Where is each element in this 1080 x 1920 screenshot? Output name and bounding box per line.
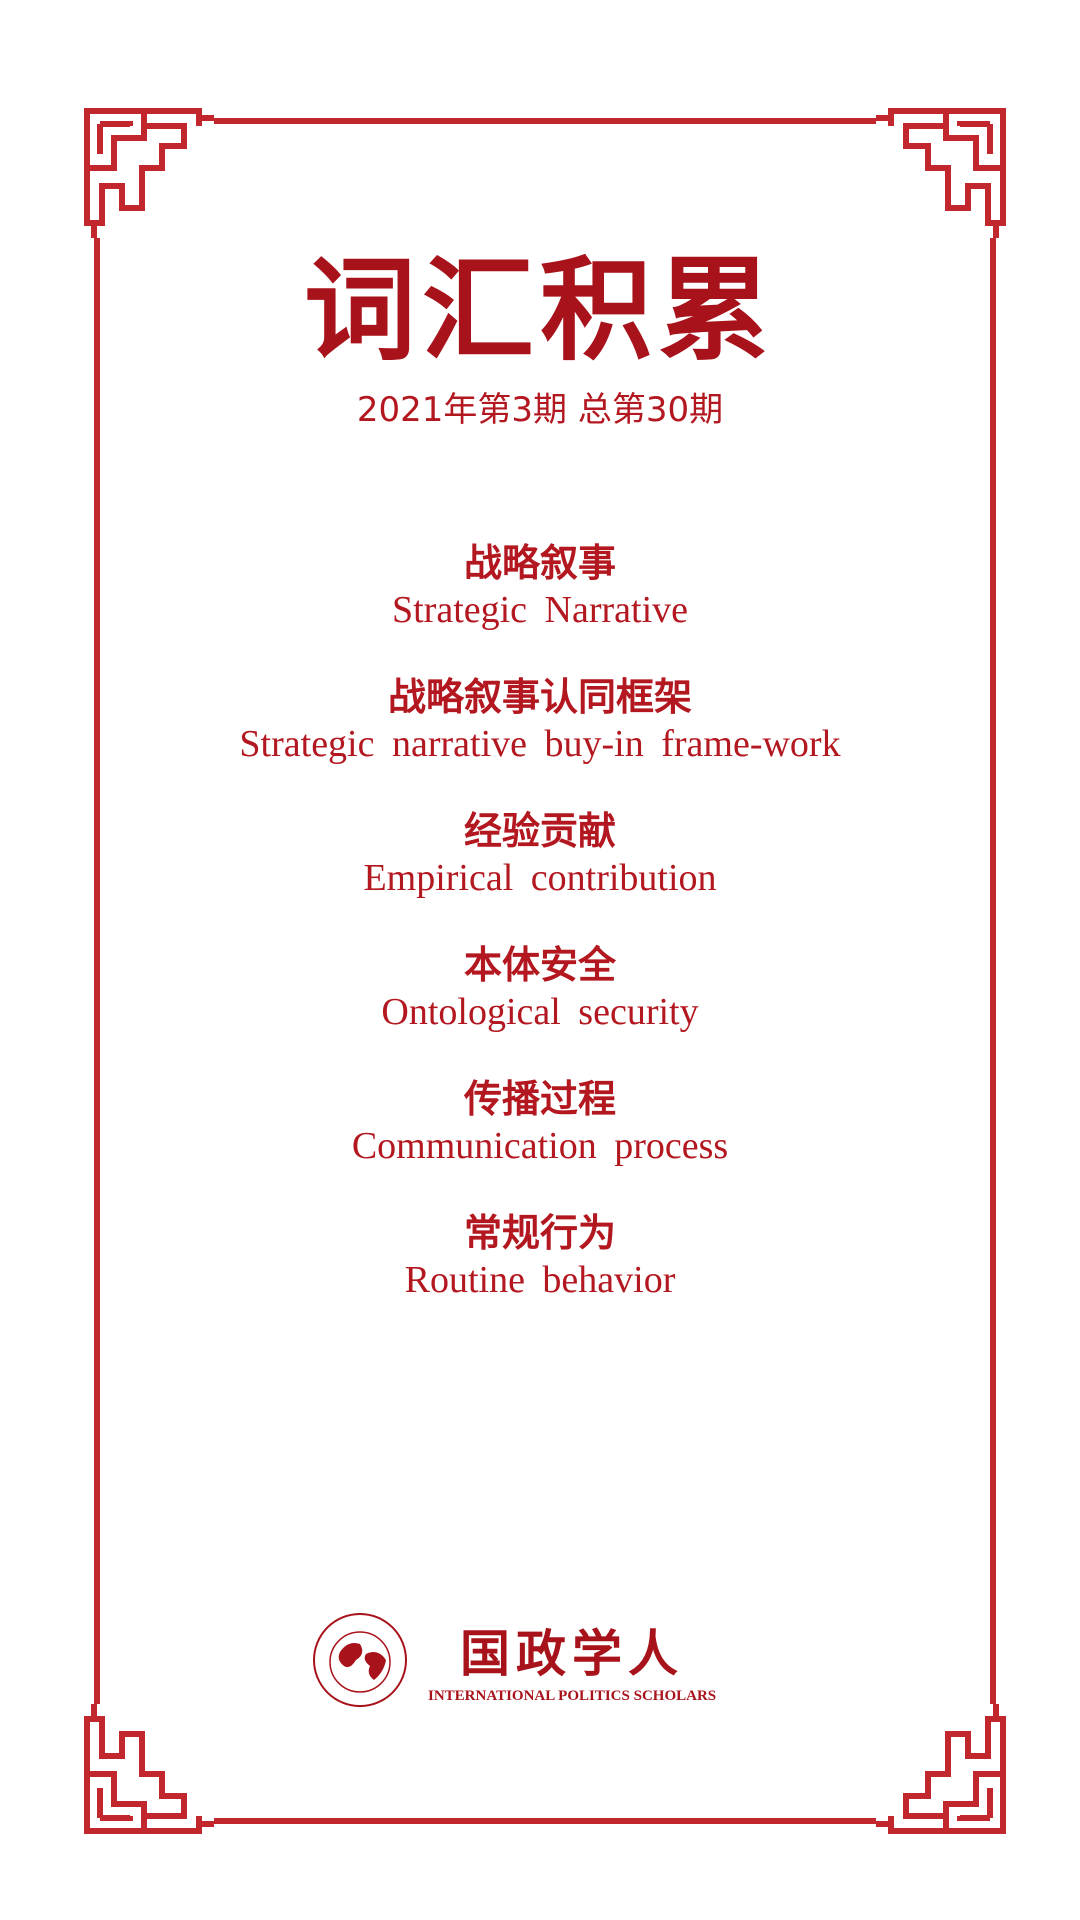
term-english: Empirical contribution — [363, 857, 717, 899]
corner-bottom-left — [87, 1704, 214, 1831]
term-english: Routine behavior — [404, 1259, 676, 1301]
term: 经验贡献 Empirical contribution — [190, 808, 890, 902]
term-english: Strategic narrative buy-in frame-work — [239, 723, 841, 765]
term: 本体安全 Ontological security — [190, 942, 890, 1036]
term-chinese: 战略叙事认同框架 — [387, 674, 692, 719]
logo-emblem — [313, 1613, 407, 1707]
term-english: Communication process — [351, 1125, 729, 1167]
term-chinese: 战略叙事 — [463, 540, 616, 585]
logo: 国政学人 INTERNATIONAL POLITICS SCHOLARS — [310, 1610, 770, 1720]
title: 词汇积累 — [304, 245, 776, 376]
term: 传播过程 Communication process — [190, 1076, 890, 1170]
term-chinese: 传播过程 — [463, 1076, 616, 1121]
term: 常规行为 Routine behavior — [190, 1210, 890, 1304]
term-chinese: 本体安全 — [463, 942, 616, 987]
border-lines — [94, 118, 996, 1824]
term-list: 战略叙事 Strategic Narrative 战略叙事认同框架 Strategic… — [190, 540, 890, 1344]
corner-top-right — [876, 111, 1003, 238]
logo-name: 国政学人 — [460, 1624, 684, 1683]
term-english: Ontological security — [381, 991, 699, 1033]
logo-subtitle: INTERNATIONAL POLITICS SCHOLARS — [428, 1688, 717, 1704]
term-chinese: 常规行为 — [463, 1210, 616, 1255]
corner-bottom-right — [876, 1704, 1003, 1831]
term: 战略叙事认同框架 Strategic narrative buy-in frame… — [190, 674, 890, 768]
issue-info: 2021年第3期 总第30期 — [356, 390, 724, 430]
corner-top-left — [87, 111, 214, 238]
term-english: Strategic Narrative — [391, 589, 689, 631]
term-chinese: 经验贡献 — [463, 808, 616, 853]
term: 战略叙事 Strategic Narrative — [190, 540, 890, 634]
